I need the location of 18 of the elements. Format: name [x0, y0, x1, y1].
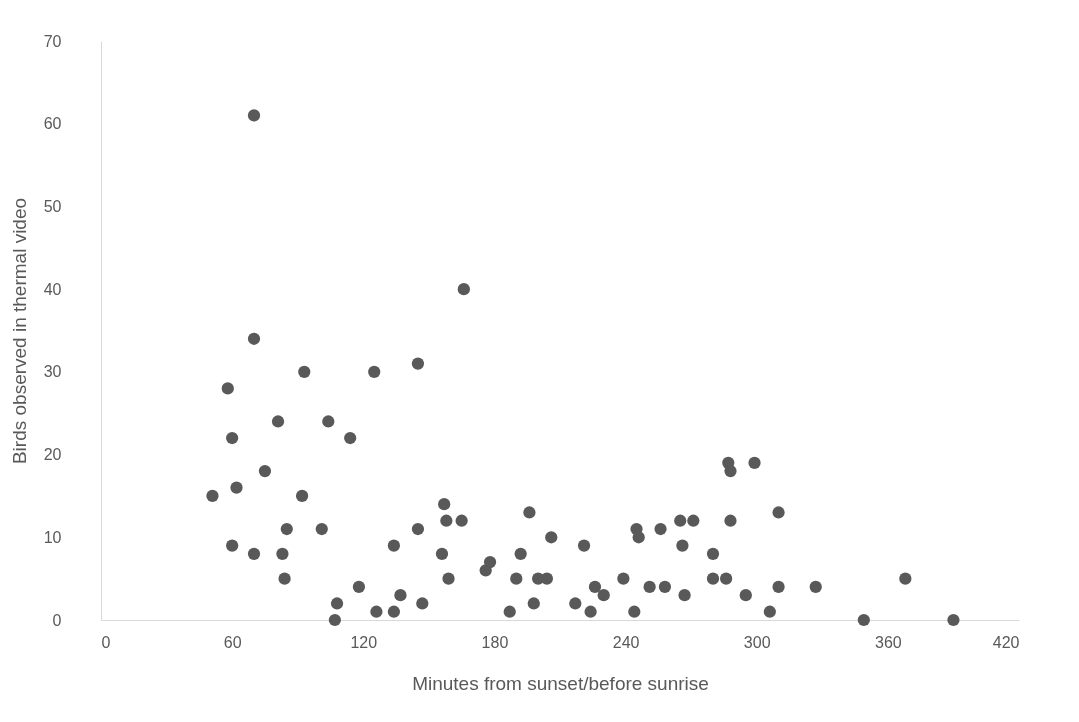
y-tick-label: 50 — [43, 197, 62, 215]
y-tick-label: 40 — [43, 280, 62, 298]
x-tick-label: 300 — [743, 633, 771, 651]
y-tick-label: 70 — [43, 32, 62, 50]
y-axis-title: Birds observed in thermal video — [8, 197, 30, 465]
y-tick-label: 30 — [43, 363, 62, 381]
x-tick-label: 180 — [481, 633, 509, 651]
x-tick-label: 120 — [350, 633, 378, 651]
y-tick-label: 20 — [43, 446, 62, 464]
y-tick-label: 0 — [52, 611, 62, 629]
x-tick-label: 420 — [992, 633, 1020, 651]
x-axis-title: Minutes from sunset/before sunrise — [412, 672, 709, 694]
y-tick-label: 10 — [43, 528, 62, 546]
x-tick-label: 240 — [612, 633, 640, 651]
x-tick-label: 0 — [101, 633, 111, 651]
x-tick-label: 60 — [223, 633, 242, 651]
y-tick-label: 60 — [43, 115, 62, 133]
x-tick-label: 360 — [875, 633, 902, 651]
